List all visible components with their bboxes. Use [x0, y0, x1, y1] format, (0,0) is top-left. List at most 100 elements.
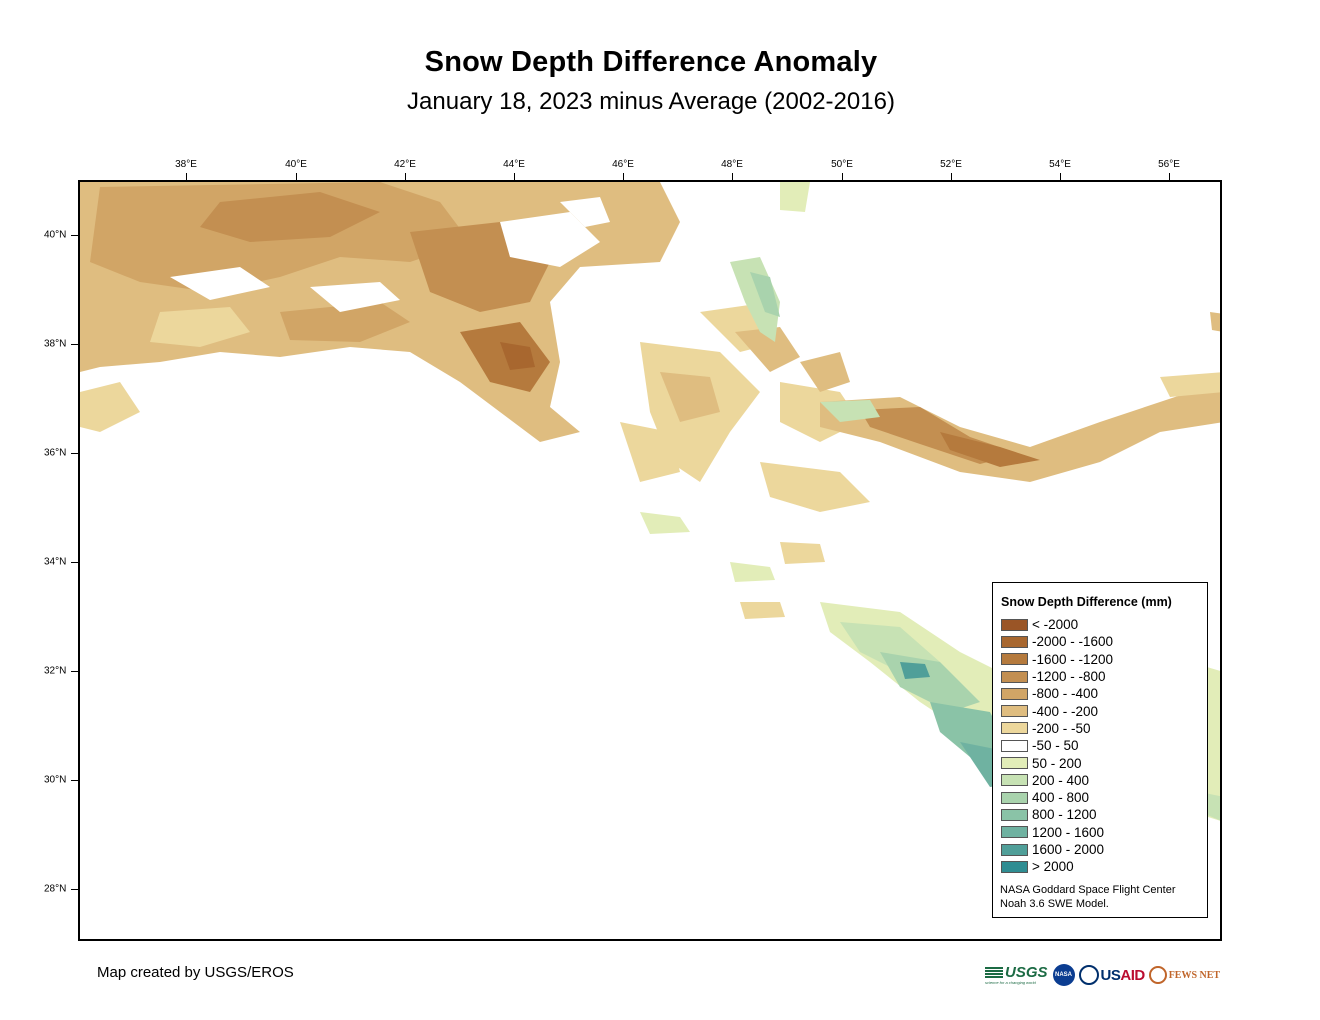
- legend-label: 50 - 200: [1032, 755, 1082, 771]
- legend-swatch: [1001, 687, 1028, 700]
- legend-item: 400 - 800: [1001, 789, 1113, 806]
- lat-label-30: 30°N: [44, 774, 67, 786]
- lat-tick: [71, 235, 78, 236]
- legend-label: > 2000: [1032, 859, 1074, 875]
- lon-label-44: 44°E: [503, 159, 525, 170]
- lon-tick: [951, 173, 952, 180]
- lat-label-40: 40°N: [44, 229, 67, 241]
- legend-label: -50 - 50: [1032, 738, 1079, 754]
- surplus-region-caspian: [730, 182, 880, 422]
- legend-item: -1200 - -800: [1001, 668, 1113, 685]
- map-title: Snow Depth Difference Anomaly: [424, 46, 878, 78]
- legend-label: -1200 - -800: [1032, 669, 1106, 685]
- legend-item: -200 - -50: [1001, 720, 1113, 737]
- legend-label: -200 - -50: [1032, 720, 1091, 736]
- legend-swatch: [1001, 757, 1028, 770]
- legend-item: 1600 - 2000: [1001, 841, 1113, 858]
- legend-swatch: [1001, 670, 1028, 683]
- agency-logos: USGS science for a changing world NASA U…: [985, 962, 1220, 988]
- usaid-logo: USAID: [1078, 965, 1146, 985]
- legend-label: 1200 - 1600: [1032, 824, 1105, 840]
- legend-item: -2000 - -1600: [1001, 633, 1113, 650]
- legend-credit-line2: Noah 3.6 SWE Model.: [1000, 898, 1109, 910]
- lat-tick: [71, 780, 78, 781]
- legend-label: 200 - 400: [1032, 772, 1090, 788]
- usgs-wordmark: USGS: [1005, 963, 1048, 981]
- legend-label: -1600 - -1200: [1032, 651, 1114, 667]
- nasa-logo: NASA: [1052, 964, 1075, 986]
- deficit-region-anatolia: [80, 182, 680, 442]
- lat-tick: [71, 453, 78, 454]
- lon-tick: [514, 173, 515, 180]
- lon-label-52: 52°E: [940, 159, 962, 170]
- lon-tick: [732, 173, 733, 180]
- legend-swatch: [1001, 722, 1028, 735]
- legend-item: -400 - -200: [1001, 702, 1113, 719]
- lat-label-28: 28°N: [44, 883, 67, 895]
- lat-label-34: 34°N: [44, 556, 67, 568]
- lon-tick: [1169, 173, 1170, 180]
- legend-credit-line1: NASA Goddard Space Flight Center: [1000, 884, 1176, 896]
- legend-label: 400 - 800: [1032, 790, 1090, 806]
- map-subtitle: January 18, 2023 minus Average (2002-201…: [407, 88, 895, 115]
- legend-credit: NASA Goddard Space Flight Center Noah 3.…: [1000, 883, 1175, 911]
- lon-tick: [186, 173, 187, 180]
- lat-tick: [71, 889, 78, 890]
- lon-label-48: 48°E: [721, 159, 743, 170]
- legend-swatch: [1001, 635, 1028, 648]
- fews-globe-icon: [1148, 966, 1167, 984]
- lon-tick: [842, 173, 843, 180]
- map-credit: Map created by USGS/EROS: [97, 964, 294, 981]
- legend-label: 1600 - 2000: [1032, 842, 1105, 857]
- lon-tick: [296, 173, 297, 180]
- legend-item: -800 - -400: [1001, 685, 1113, 702]
- legend-swatch: [1001, 826, 1028, 839]
- legend-item: -50 - 50: [1001, 737, 1113, 754]
- legend-item: 50 - 200: [1001, 754, 1113, 771]
- legend-label: 800 - 1200: [1032, 807, 1097, 823]
- lat-tick: [71, 671, 78, 672]
- legend-item: 1200 - 1600: [1001, 824, 1113, 841]
- legend-swatch: [1001, 774, 1028, 787]
- lat-tick: [71, 344, 78, 345]
- usaid-wordmark: USAID: [1100, 966, 1146, 984]
- lon-label-40: 40°E: [285, 159, 307, 170]
- lon-tick: [405, 173, 406, 180]
- nasa-wordmark: NASA: [1055, 972, 1073, 978]
- legend-label: -2000 - -1600: [1032, 634, 1114, 650]
- lon-label-54: 54°E: [1049, 159, 1071, 170]
- legend: Snow Depth Difference (mm) < -2000 -2000…: [992, 582, 1208, 918]
- lat-label-38: 38°N: [44, 338, 67, 350]
- legend-swatch: [1001, 808, 1028, 821]
- legend-items: < -2000 -2000 - -1600 -1600 - -1200 -120…: [1001, 616, 1113, 875]
- lon-label-56: 56°E: [1158, 159, 1180, 170]
- lon-label-50: 50°E: [831, 159, 853, 170]
- legend-swatch: [1001, 739, 1028, 752]
- fews-net-logo: FEWS NET: [1148, 966, 1221, 984]
- deficit-region-alborz: [820, 312, 1220, 482]
- lon-label-46: 46°E: [612, 159, 634, 170]
- lon-label-42: 42°E: [394, 159, 416, 170]
- lat-label-36: 36°N: [44, 447, 67, 459]
- legend-item: 200 - 400: [1001, 772, 1113, 789]
- legend-label: -400 - -200: [1032, 703, 1099, 719]
- lat-label-32: 32°N: [44, 665, 67, 677]
- legend-swatch: [1001, 791, 1028, 804]
- fews-wordmark: FEWS NET: [1168, 969, 1221, 981]
- lat-tick: [71, 562, 78, 563]
- legend-swatch: [1001, 843, 1028, 856]
- legend-item: < -2000: [1001, 616, 1113, 633]
- legend-label: -800 - -400: [1032, 686, 1099, 702]
- usgs-tagline: science for a changing world: [985, 979, 1036, 985]
- usgs-mark-icon: [985, 966, 1003, 979]
- usgs-logo: USGS science for a changing world: [985, 963, 1048, 985]
- legend-swatch: [1001, 618, 1028, 631]
- legend-swatch: [1001, 653, 1028, 666]
- lon-tick: [1060, 173, 1061, 180]
- usaid-seal-icon: [1078, 965, 1099, 985]
- map-frame: [78, 180, 1222, 941]
- legend-item: > 2000: [1001, 858, 1113, 875]
- legend-swatch: [1001, 860, 1028, 873]
- legend-label: < -2000: [1032, 617, 1079, 633]
- legend-swatch: [1001, 705, 1028, 718]
